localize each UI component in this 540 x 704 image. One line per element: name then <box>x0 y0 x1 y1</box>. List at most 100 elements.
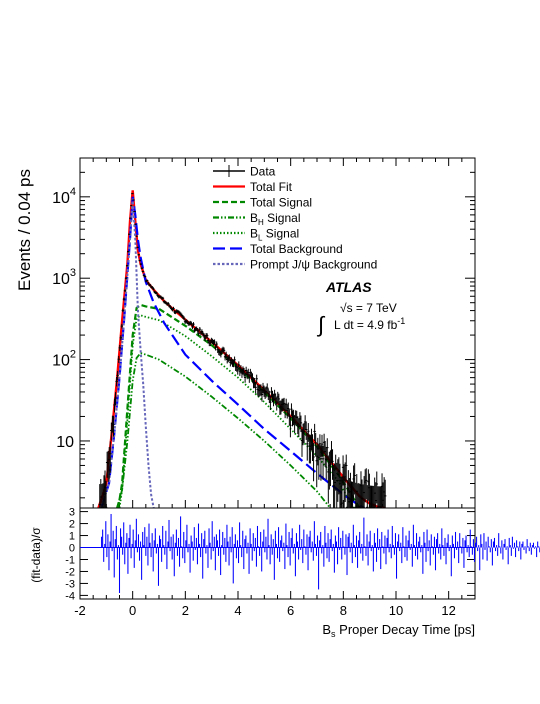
pull-bar <box>457 541 459 548</box>
pull-bar <box>187 547 189 553</box>
pull-bar <box>335 541 338 548</box>
pull-bar <box>229 536 231 548</box>
pull-bar <box>458 547 460 564</box>
y-tick-label: 102 <box>52 349 76 370</box>
pull-bar <box>238 547 240 564</box>
pull-bar <box>124 547 126 565</box>
x-axis-label: Bs Proper Decay Time [ps] <box>322 622 475 639</box>
pull-bar <box>523 547 525 550</box>
pull-bar <box>195 537 197 548</box>
pull-bar <box>208 528 210 548</box>
luminosity-exponent: -1 <box>397 316 405 326</box>
pull-bar <box>307 547 309 571</box>
pull-bar <box>159 535 161 548</box>
luminosity-label: L dt = 4.9 fb-1 <box>334 316 405 332</box>
pull-bar <box>383 547 385 554</box>
pull-bar <box>366 534 368 548</box>
pull-bar <box>462 537 464 548</box>
pull-bar <box>115 525 117 548</box>
pull-bar <box>270 534 272 548</box>
pull-bar <box>183 531 185 548</box>
pull-bar <box>118 547 121 594</box>
pull-bar <box>480 534 482 548</box>
pull-bar <box>135 518 137 548</box>
pull-bar <box>137 534 139 548</box>
pull-bar <box>422 547 424 574</box>
pull-bar <box>420 547 422 553</box>
pull-bar <box>447 534 449 548</box>
pull-bar <box>294 547 296 577</box>
pull-bar <box>215 534 217 548</box>
pull-bar <box>172 534 174 548</box>
pull-bar <box>305 547 307 555</box>
pull-bar <box>499 546 501 548</box>
pull-bar <box>385 547 387 565</box>
pull-bar <box>304 546 306 548</box>
pull-bar <box>179 547 181 567</box>
pull-bar <box>143 545 145 548</box>
pull-y-tick-label: -2 <box>65 566 75 578</box>
pull-bar <box>467 545 469 548</box>
pull-bar <box>418 541 420 548</box>
pull-bar <box>254 537 256 548</box>
pull-bar <box>296 541 299 548</box>
pull-bar <box>402 527 404 548</box>
pull-bar <box>353 545 355 548</box>
pull-bar <box>128 537 130 548</box>
pull-bar <box>380 547 382 570</box>
pull-bar <box>337 547 339 565</box>
pull-bar <box>330 529 332 548</box>
pull-bar <box>232 547 234 584</box>
pull-bar <box>268 545 270 548</box>
pull-bar <box>149 542 151 548</box>
pull-bar <box>300 547 302 550</box>
pull-bar <box>261 547 263 572</box>
pull-bar <box>332 543 334 548</box>
pull-bar <box>393 547 395 555</box>
pull-bar <box>193 527 195 548</box>
pull-bar <box>136 547 138 553</box>
pull-bar <box>227 541 229 548</box>
pull-bar <box>160 539 162 548</box>
x-axis-label-sub: s <box>331 629 336 639</box>
pull-bar <box>519 541 521 548</box>
pull-bar <box>528 547 530 552</box>
pull-bar <box>382 546 384 548</box>
legend-label: Total Fit <box>250 180 293 194</box>
pull-bar <box>449 545 451 548</box>
pull-bar <box>214 547 216 571</box>
pull-bar <box>161 547 163 562</box>
pull-bar <box>516 540 518 548</box>
pull-bar <box>129 524 131 548</box>
pull-bar <box>299 524 301 548</box>
pull-bar <box>194 547 196 550</box>
pull-bar <box>293 543 295 548</box>
pull-bar <box>114 539 116 548</box>
pull-bar <box>360 547 362 554</box>
pull-bar <box>244 539 246 548</box>
pull-bar <box>148 523 150 548</box>
pull-bar <box>350 542 352 548</box>
atlas-annotation: ATLAS √s = 7 TeV ∫ L dt = 4.9 fb-1 <box>316 279 405 337</box>
pull-bar <box>371 545 373 548</box>
fit-curve-total-background <box>100 196 365 508</box>
pull-bar <box>364 546 366 548</box>
pull-bar <box>513 542 516 548</box>
pull-bar <box>399 547 401 552</box>
pull-bar <box>482 547 484 560</box>
pull-bar <box>512 547 514 549</box>
x-tick-label: 0 <box>129 603 136 618</box>
pull-bar <box>127 547 129 574</box>
pull-bar <box>460 546 462 548</box>
pull-bar <box>111 547 113 552</box>
pull-bar <box>492 541 494 548</box>
pull-bar <box>280 540 282 548</box>
pull-bar <box>147 547 149 566</box>
pull-bar <box>234 534 236 548</box>
pull-bar <box>134 540 136 548</box>
pull-bar <box>197 523 200 548</box>
pull-bar <box>188 543 190 548</box>
y-tick-label: 104 <box>52 186 76 207</box>
